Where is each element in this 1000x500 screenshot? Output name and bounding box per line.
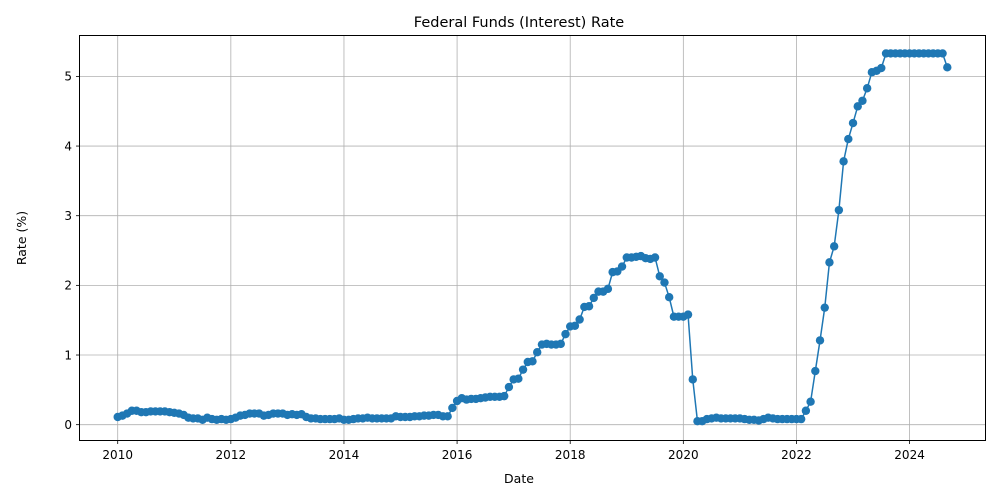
x-axis-label: Date [504, 471, 534, 486]
data-point [858, 96, 867, 105]
data-point [938, 49, 947, 58]
x-tick-label: 2012 [216, 448, 247, 462]
data-point [561, 329, 570, 339]
data-point [443, 412, 452, 421]
plot-frame [79, 35, 986, 441]
data-point [514, 374, 523, 383]
data-point [853, 102, 862, 111]
x-tick-label: 2022 [781, 448, 812, 462]
data-point [839, 157, 848, 166]
data-point [570, 321, 580, 330]
data-point [533, 348, 542, 357]
data-point [943, 63, 952, 72]
data-point [650, 253, 660, 262]
data-point [664, 293, 674, 302]
data-point [820, 303, 829, 312]
data-point [500, 391, 509, 401]
y-axis-label: Rate (%) [14, 211, 29, 265]
series-markers [113, 49, 952, 426]
data-point [688, 375, 697, 384]
data-point [801, 406, 811, 415]
y-tick-label: 3 [64, 209, 72, 223]
y-tick-label: 2 [64, 279, 72, 293]
data-point [584, 302, 594, 311]
series-line [117, 52, 949, 422]
data-point [556, 339, 565, 349]
x-tick-label: 2020 [668, 448, 699, 462]
x-tick-label: 2016 [442, 448, 473, 462]
x-tick-label: 2010 [102, 448, 133, 462]
grid-layer [80, 36, 985, 440]
data-point [655, 272, 664, 281]
data-point [844, 134, 853, 144]
chart-title: Federal Funds (Interest) Rate [414, 15, 624, 31]
data-point [589, 293, 598, 303]
x-tick-label: 2018 [555, 448, 586, 462]
y-tick-label: 5 [64, 70, 72, 84]
data-point [518, 365, 528, 374]
data-point [811, 366, 820, 376]
data-point [660, 278, 669, 287]
x-tick-label: 2014 [329, 448, 360, 462]
data-point [825, 258, 834, 267]
data-point [877, 63, 886, 73]
data-point [504, 382, 514, 392]
ticks-layer: 2010 2012 2014 2016 2018 2020 2022 2024 0 1 2 3 4 5 [64, 70, 924, 462]
x-tick-label: 2024 [894, 448, 925, 462]
data-point [806, 397, 815, 406]
data-point [834, 205, 844, 215]
data-point [683, 310, 693, 319]
data-point [528, 357, 537, 366]
series-layer [113, 49, 952, 426]
data-point [815, 336, 825, 345]
data-point [862, 84, 872, 93]
data-point [617, 262, 627, 271]
data-point [603, 284, 613, 294]
data-point [848, 118, 858, 128]
data-point [448, 403, 457, 413]
data-point [829, 242, 839, 251]
data-point [575, 315, 584, 324]
y-tick-label: 4 [64, 139, 72, 153]
data-point [796, 414, 806, 424]
y-tick-label: 0 [64, 418, 72, 432]
y-tick-label: 1 [64, 348, 72, 362]
